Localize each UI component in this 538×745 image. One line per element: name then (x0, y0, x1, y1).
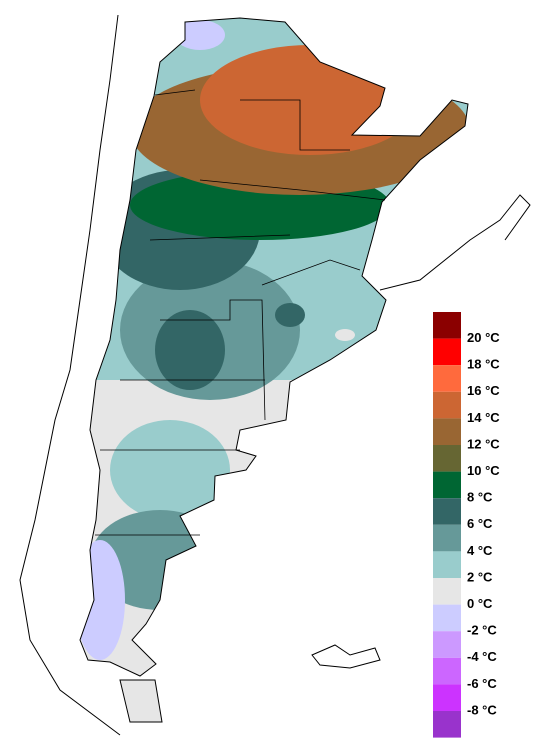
legend-label: -6 °C (467, 676, 497, 691)
legend-swatch (433, 391, 461, 419)
legend-swatch (433, 445, 461, 472)
legend-label: 8 °C (467, 490, 493, 505)
legend-label: -4 °C (467, 649, 497, 664)
legend-swatch (433, 312, 461, 339)
country-outline (79, 17, 469, 723)
legend-label: 6 °C (467, 516, 493, 531)
legend-label: 12 °C (467, 436, 500, 451)
legend-swatch (433, 711, 461, 738)
legend-label: 2 °C (467, 569, 493, 584)
legend-swatch (433, 578, 461, 605)
legend-label: 4 °C (467, 543, 493, 558)
legend-swatch (433, 498, 461, 525)
province-borders (95, 89, 386, 536)
legend-swatch (433, 684, 461, 711)
legend-swatch (433, 604, 461, 632)
legend-swatch (433, 338, 461, 366)
legend-swatch (433, 365, 461, 392)
legend: 20 °C 18 °C 16 °C 14 °C 12 °C 10 °C 8 °C 6 °C 4 … (433, 312, 500, 738)
legend-label: -2 °C (467, 623, 497, 638)
legend-label: 14 °C (467, 410, 500, 425)
falklands (311, 644, 381, 669)
legend-label: 16 °C (467, 383, 500, 398)
chile-coast (19, 14, 121, 736)
legend-label: 10 °C (467, 463, 500, 478)
legend-swatch (433, 657, 461, 685)
legend-swatch (433, 418, 461, 445)
legend-swatch (433, 551, 461, 578)
legend-swatch (433, 631, 461, 658)
legend-label: 0 °C (467, 596, 493, 611)
legend-swatch (433, 524, 461, 552)
uruguay-coast (379, 194, 531, 291)
legend-label: 18 °C (467, 357, 500, 372)
legend-label: -8 °C (467, 702, 497, 717)
legend-swatch (433, 471, 461, 499)
legend-label: 20 °C (467, 330, 500, 345)
